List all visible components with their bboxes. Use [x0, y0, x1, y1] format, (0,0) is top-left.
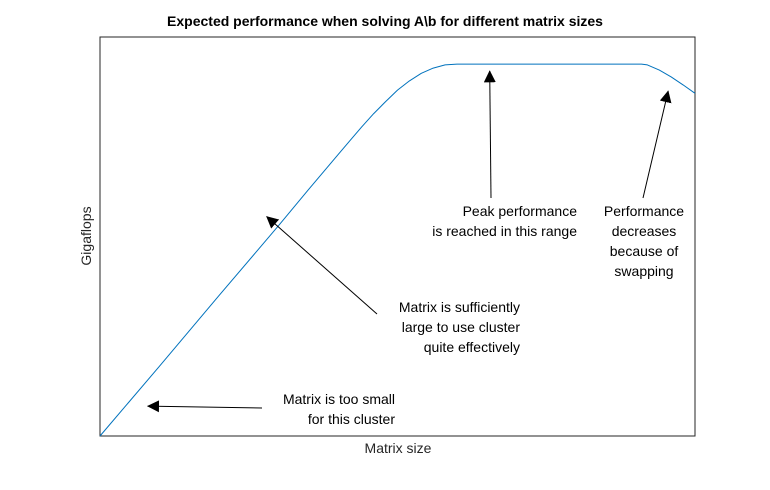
annotation-effective-line-3: quite effectively — [424, 339, 520, 355]
annotation-small-matrix-line-1: Matrix is too small — [283, 391, 395, 407]
annotation-effective-text: Matrix is sufficiently large to use clust… — [399, 299, 520, 355]
x-axis-label: Matrix size — [365, 440, 432, 456]
annotation-swapping-line-3: because of — [610, 243, 679, 259]
annotation-small-matrix-arrow — [147, 400, 263, 413]
annotation-swapping-line-2: decreases — [612, 223, 677, 239]
annotation-small-matrix-text: Matrix is too small for this cluster — [283, 391, 395, 427]
annotation-swapping-arrow — [642, 90, 672, 199]
annotation-layer: Matrix is too small for this clusterMatri… — [147, 70, 684, 427]
annotation-peak-line-1: Peak performance — [463, 203, 578, 219]
annotation-effective-arrow — [266, 216, 378, 315]
annotation-effective-line-1: Matrix is sufficiently — [399, 299, 520, 315]
annotation-effective: Matrix is sufficiently large to use clust… — [266, 216, 520, 355]
plot-area-frame — [99, 36, 696, 437]
y-axis-label: Gigaflops — [78, 206, 94, 265]
annotation-small-matrix: Matrix is too small for this cluster — [147, 391, 395, 427]
annotation-small-matrix-line-2: for this cluster — [308, 411, 395, 427]
annotation-swapping-line-1: Performance — [604, 203, 684, 219]
annotation-swapping-text: Performance decreases because of swapping — [604, 203, 684, 279]
series-layer — [99, 63, 696, 437]
annotation-swapping: Performance decreases because of swapping — [604, 90, 684, 279]
annotation-peak-text: Peak performance is reached in this range — [432, 203, 577, 239]
annotation-swapping-line-4: swapping — [614, 263, 673, 279]
series-line-1 — [99, 63, 696, 437]
annotation-peak: Peak performance is reached in this range — [432, 70, 577, 239]
annotation-effective-line-2: large to use cluster — [402, 319, 521, 335]
annotation-peak-arrow — [483, 70, 496, 199]
chart-title: Expected performance when solving A\b fo… — [167, 13, 603, 29]
annotation-peak-line-2: is reached in this range — [432, 223, 577, 239]
